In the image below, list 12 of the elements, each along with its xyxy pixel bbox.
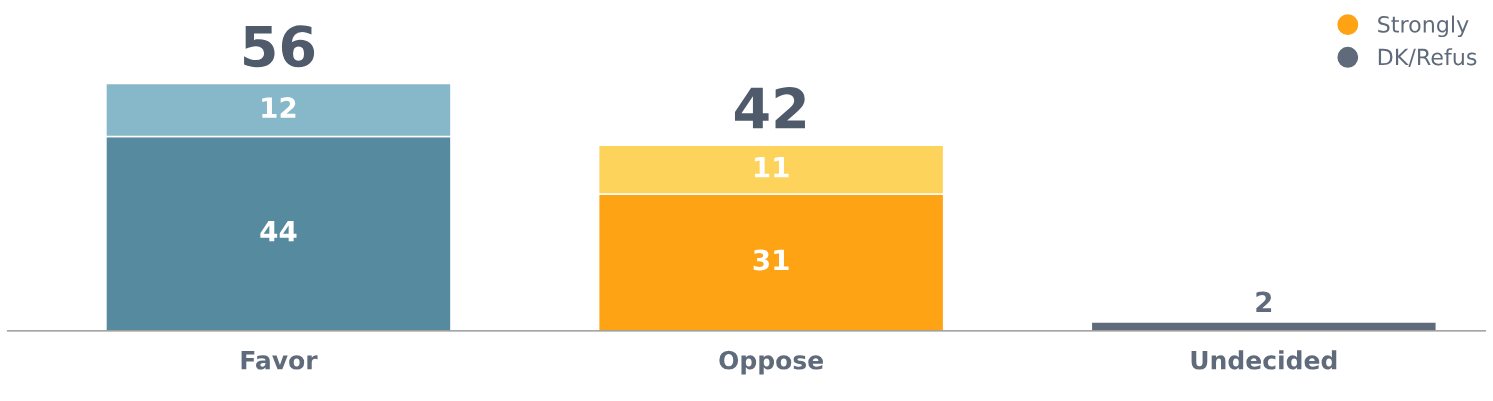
data-label: 2: [1256, 291, 1272, 313]
data-label: 31: [753, 249, 789, 271]
x-tick-label: Oppose: [719, 350, 823, 375]
data-label: 12: [262, 97, 296, 118]
total-label: 42: [734, 87, 805, 129]
data-label: 44: [260, 221, 297, 242]
data-label: 11: [754, 157, 789, 178]
total-label: 56: [244, 25, 315, 68]
legend-label: Strongly: [1378, 15, 1469, 38]
legend-label: DK/Refus: [1378, 48, 1477, 68]
x-tick-label: Undecided: [1191, 350, 1337, 370]
x-tick-label: Favor: [241, 351, 318, 370]
